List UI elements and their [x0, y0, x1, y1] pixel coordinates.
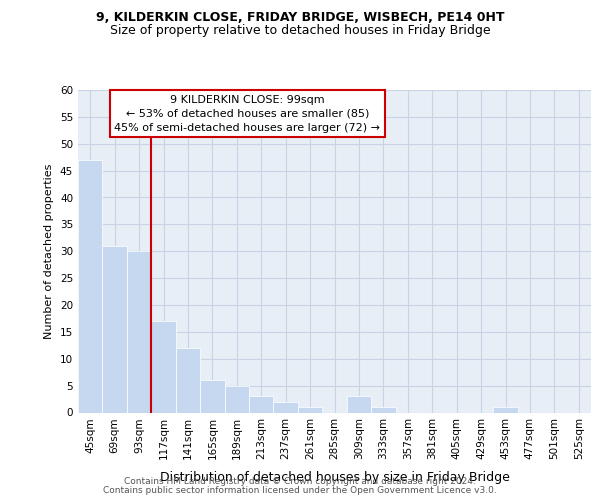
- Bar: [371, 407, 395, 412]
- Bar: [127, 251, 151, 412]
- Bar: [200, 380, 224, 412]
- Bar: [249, 396, 274, 412]
- Bar: [493, 407, 518, 412]
- Bar: [78, 160, 103, 412]
- Bar: [151, 321, 176, 412]
- Text: 9 KILDERKIN CLOSE: 99sqm
← 53% of detached houses are smaller (85)
45% of semi-d: 9 KILDERKIN CLOSE: 99sqm ← 53% of detach…: [114, 95, 380, 133]
- Bar: [298, 407, 322, 412]
- Text: Contains public sector information licensed under the Open Government Licence v3: Contains public sector information licen…: [103, 486, 497, 495]
- Y-axis label: Number of detached properties: Number of detached properties: [44, 164, 55, 339]
- X-axis label: Distribution of detached houses by size in Friday Bridge: Distribution of detached houses by size …: [160, 470, 509, 484]
- Text: Contains HM Land Registry data © Crown copyright and database right 2024.: Contains HM Land Registry data © Crown c…: [124, 477, 476, 486]
- Bar: [347, 396, 371, 412]
- Text: Size of property relative to detached houses in Friday Bridge: Size of property relative to detached ho…: [110, 24, 490, 37]
- Bar: [274, 402, 298, 412]
- Bar: [176, 348, 200, 412]
- Bar: [224, 386, 249, 412]
- Bar: [103, 246, 127, 412]
- Text: 9, KILDERKIN CLOSE, FRIDAY BRIDGE, WISBECH, PE14 0HT: 9, KILDERKIN CLOSE, FRIDAY BRIDGE, WISBE…: [96, 11, 504, 24]
